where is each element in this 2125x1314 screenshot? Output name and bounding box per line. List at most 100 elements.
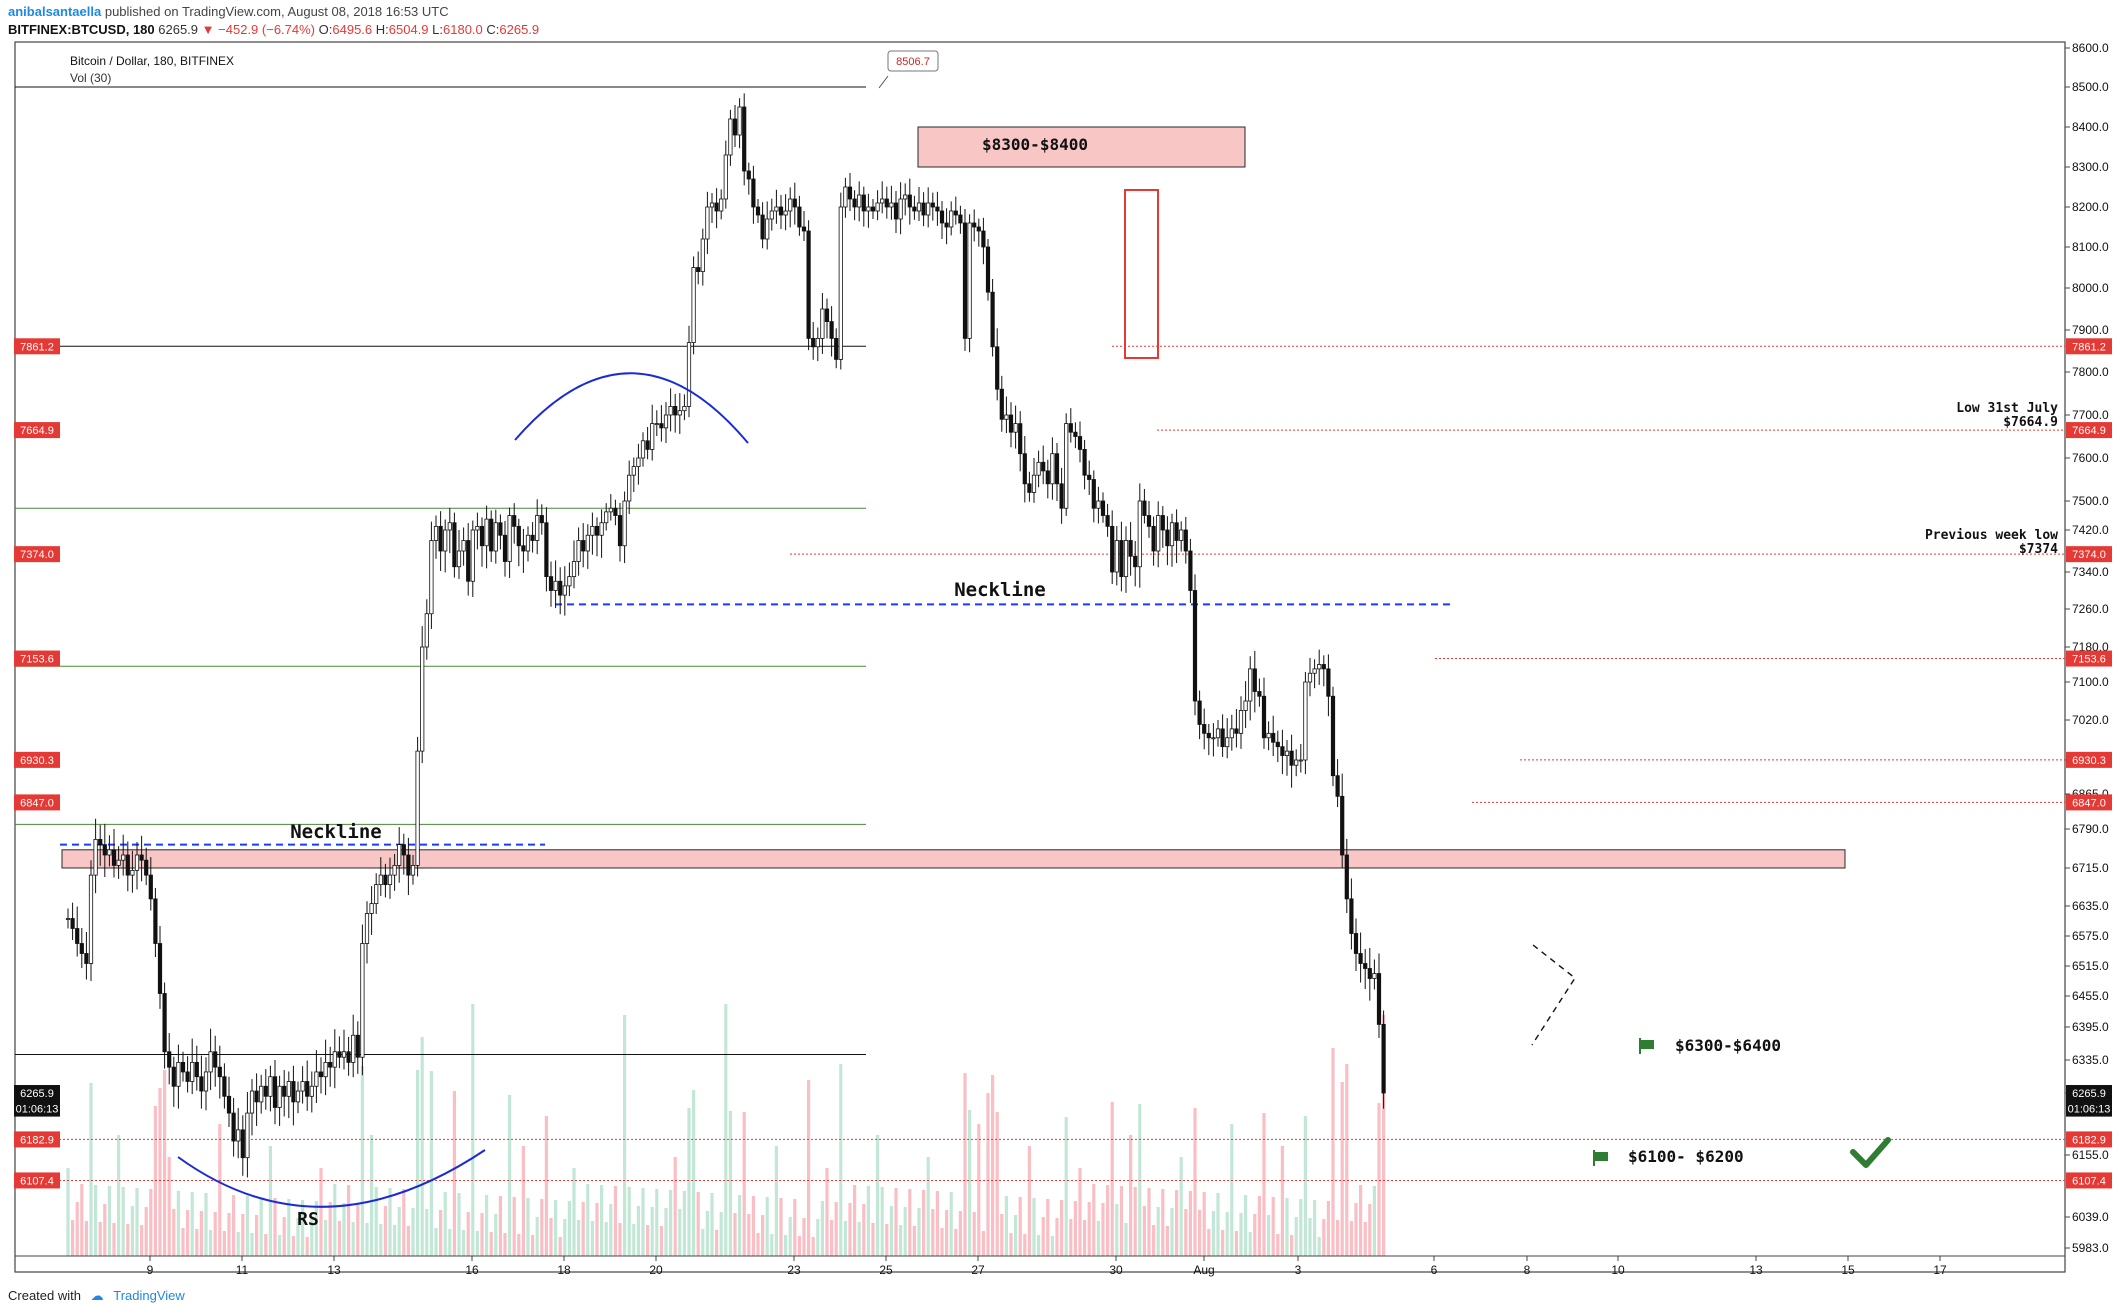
candle-down bbox=[1087, 474, 1092, 480]
candle-up bbox=[1156, 515, 1161, 552]
volume-bar bbox=[1207, 1229, 1211, 1256]
price-label-text: 6182.9 bbox=[2072, 1134, 2106, 1146]
candle-down bbox=[1091, 479, 1096, 509]
candle-up bbox=[190, 1061, 195, 1082]
candle-down bbox=[673, 405, 678, 416]
candle-down bbox=[696, 267, 701, 272]
volume-bar bbox=[586, 1184, 590, 1256]
footer: Created with ☁ TradingView bbox=[8, 1288, 185, 1304]
candle-up bbox=[576, 540, 581, 562]
candle-up bbox=[1298, 759, 1303, 762]
candle-down bbox=[1119, 540, 1124, 578]
volume-bar bbox=[995, 1112, 999, 1256]
volume-bar bbox=[397, 1207, 401, 1256]
candle-up bbox=[640, 440, 646, 459]
arc-rs bbox=[177, 1149, 486, 1208]
volume-bar bbox=[876, 1135, 880, 1256]
candle-down bbox=[1280, 746, 1285, 756]
candle-down bbox=[1054, 453, 1060, 485]
candle-down bbox=[263, 1085, 268, 1097]
volume-bar bbox=[1276, 1234, 1280, 1256]
candle-down bbox=[751, 178, 756, 208]
y-tick-label: 7020.0 bbox=[2072, 713, 2109, 727]
candle-down bbox=[1358, 953, 1363, 964]
volume-bar bbox=[604, 1222, 608, 1256]
volume-bar bbox=[558, 1237, 562, 1256]
x-tick-label: 17 bbox=[1933, 1263, 1947, 1277]
author-link[interactable]: anibalsantaella bbox=[8, 4, 102, 19]
volume-bar bbox=[1271, 1197, 1275, 1256]
price-axis[interactable]: 8600.0 8500.0 8400.0 8300.0 8200.0 8100.0 8000… bbox=[2065, 41, 2109, 1255]
candle-up bbox=[397, 844, 402, 866]
volume-bar bbox=[1239, 1213, 1243, 1256]
volume-bar bbox=[742, 1112, 746, 1256]
volume-bar bbox=[512, 1197, 516, 1256]
candle-down bbox=[157, 943, 163, 994]
open-value: 6495.6 bbox=[332, 22, 373, 37]
volume-bar bbox=[66, 1168, 70, 1256]
volume-bar bbox=[379, 1224, 383, 1256]
candle-down bbox=[1192, 590, 1198, 702]
volume-bar bbox=[443, 1192, 447, 1256]
candle-down bbox=[852, 198, 857, 208]
y-tick-label: 7600.0 bbox=[2072, 451, 2109, 465]
candle-down bbox=[990, 291, 995, 348]
volume-bar bbox=[774, 1146, 778, 1256]
tradingview-brand[interactable]: TradingView bbox=[113, 1288, 185, 1303]
volume-bar bbox=[1382, 1015, 1386, 1256]
price-label-text: 7664.9 bbox=[20, 425, 54, 437]
volume-bar bbox=[1119, 1186, 1123, 1256]
publish-info: published on TradingView.com, August 08,… bbox=[104, 4, 449, 19]
candle-down bbox=[935, 206, 940, 212]
volume-bar bbox=[1106, 1185, 1110, 1256]
candle-down bbox=[1376, 973, 1382, 1025]
candle-down bbox=[1068, 423, 1073, 433]
last-price: 6265.9 bbox=[158, 22, 199, 37]
horizontal-levels bbox=[15, 86, 2065, 1181]
volume-bar bbox=[949, 1192, 953, 1256]
volume-bar bbox=[1193, 1108, 1197, 1256]
price-label-box bbox=[2066, 546, 2112, 563]
time-axis[interactable]: 9 11 13 16 18 20 23 25 27 30 Aug 3 6 8 10 13 15 17 bbox=[15, 1255, 2065, 1277]
candle-down bbox=[1183, 529, 1188, 552]
volume-bar bbox=[222, 1231, 226, 1256]
candle-up bbox=[857, 194, 862, 208]
candle-up bbox=[677, 410, 682, 416]
volume-bar bbox=[1308, 1218, 1312, 1256]
candle-down bbox=[1077, 436, 1083, 450]
candle-down bbox=[732, 118, 738, 136]
x-tick-label: 10 bbox=[1611, 1263, 1625, 1277]
volume-bar bbox=[779, 1198, 783, 1256]
volume-bar bbox=[1115, 1204, 1119, 1256]
candle-up bbox=[765, 218, 770, 240]
volume-bar bbox=[94, 1185, 98, 1256]
volume-bar bbox=[577, 1220, 581, 1256]
volume-bar bbox=[250, 1233, 254, 1256]
target-label-6100-6200: $6100- $6200 bbox=[1628, 1147, 1744, 1166]
volume-bar bbox=[618, 1223, 622, 1256]
close-value: 6265.9 bbox=[499, 22, 540, 37]
candle-up bbox=[1004, 414, 1009, 420]
volume-bar bbox=[1046, 1199, 1050, 1256]
candle-down bbox=[1275, 741, 1280, 748]
volume-bar bbox=[1073, 1201, 1077, 1256]
volume-bar bbox=[623, 1015, 627, 1256]
candle-up bbox=[392, 865, 397, 876]
candle-up bbox=[259, 1085, 264, 1103]
volume-bar bbox=[213, 1212, 217, 1256]
y-tick-label: 6790.0 bbox=[2072, 822, 2109, 836]
volume-bar bbox=[770, 1234, 774, 1256]
volume-bar bbox=[517, 1234, 521, 1256]
candle-down bbox=[401, 844, 406, 856]
candle-up bbox=[686, 342, 692, 407]
volume-bar bbox=[425, 1209, 429, 1256]
volume-bar bbox=[894, 1188, 898, 1256]
price-label-box bbox=[14, 1131, 60, 1148]
volume-bar bbox=[480, 1213, 484, 1256]
candle-up bbox=[604, 511, 609, 524]
y-tick-label: 7800.0 bbox=[2072, 365, 2109, 379]
volume-bar bbox=[374, 1187, 378, 1256]
candle-down bbox=[539, 515, 544, 524]
y-tick-label: 6039.0 bbox=[2072, 1210, 2109, 1224]
